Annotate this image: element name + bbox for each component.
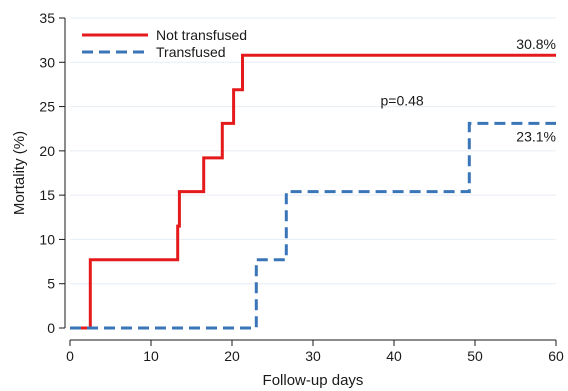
annotation-2: p=0.48 — [380, 92, 423, 108]
annotation-1: 23.1% — [516, 128, 556, 144]
y-tick-label-0: 0 — [47, 320, 55, 336]
x-tick-label-20: 20 — [224, 348, 240, 364]
x-tick-label-10: 10 — [143, 348, 159, 364]
y-tick-label-35: 35 — [39, 10, 55, 26]
x-axis-label: Follow-up days — [263, 372, 364, 389]
annotation-layer: 30.8% 23.1% p=0.48 — [380, 36, 556, 144]
series-line-transfused — [70, 121, 556, 330]
y-tick-label-20: 20 — [39, 143, 55, 159]
x-tick-label-50: 50 — [467, 348, 483, 364]
y-tick-label-5: 5 — [47, 276, 55, 292]
y-tick-label-30: 30 — [39, 54, 55, 70]
series-layer — [70, 53, 556, 330]
grid-layer — [70, 17, 556, 285]
annotation-0: 30.8% — [516, 36, 556, 52]
y-tick-label-15: 15 — [39, 187, 55, 203]
y-tick-label-25: 25 — [39, 99, 55, 115]
legend-label-1: Transfused — [156, 44, 226, 60]
x-tick-label-60: 60 — [548, 348, 564, 364]
x-tick-label-30: 30 — [305, 348, 321, 364]
series-line-not-transfused — [70, 53, 556, 330]
x-tick-label-0: 0 — [66, 348, 74, 364]
legend-label-0: Not transfused — [156, 27, 247, 43]
y-axis-label: Mortality (%) — [11, 131, 28, 215]
x-tick-label-40: 40 — [386, 348, 402, 364]
axes-layer: 0 5 10 15 20 25 30 35 0 10 20 30 40 50 60 — [39, 10, 564, 364]
y-tick-label-10: 10 — [39, 231, 55, 247]
